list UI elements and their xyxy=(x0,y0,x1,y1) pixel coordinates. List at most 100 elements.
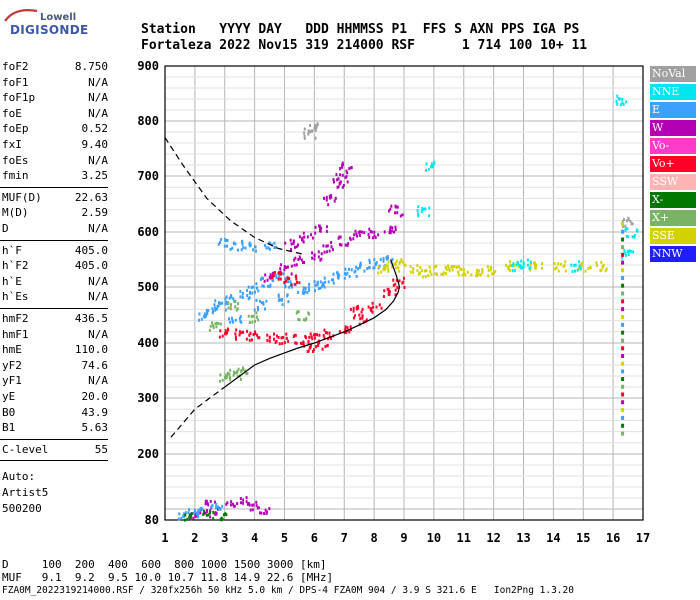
param-label: D xyxy=(2,222,9,235)
echo-mark xyxy=(254,290,257,294)
echo-mark xyxy=(341,163,344,167)
echo-mark xyxy=(336,185,339,189)
echo-mark xyxy=(338,181,341,185)
echo-mark xyxy=(388,293,391,297)
echo-mark xyxy=(389,225,392,229)
echo-mark xyxy=(203,315,206,319)
echo-mark xyxy=(380,270,383,274)
echo-mark xyxy=(269,247,272,251)
param-label: hmF1 xyxy=(2,327,29,341)
x-tick-label: 5 xyxy=(281,531,288,545)
echo-mark xyxy=(215,325,218,329)
echo-mark xyxy=(232,373,235,377)
echo-mark xyxy=(302,240,305,244)
echo-mark xyxy=(428,214,431,218)
echo-mark xyxy=(507,267,510,271)
echo-mark xyxy=(255,282,258,286)
echo-mark xyxy=(246,329,249,333)
echo-mark xyxy=(371,305,374,309)
echo-mark xyxy=(218,335,221,339)
echo-mark xyxy=(247,285,250,289)
echo-mark xyxy=(419,265,422,269)
echo-mark xyxy=(617,97,620,101)
echo-mark xyxy=(301,260,304,264)
echo-mark xyxy=(294,333,297,337)
echo-mark xyxy=(392,263,395,267)
echo-mark xyxy=(224,512,227,516)
echo-mark xyxy=(522,265,525,269)
echo-mark xyxy=(307,311,310,315)
echo-mark xyxy=(421,206,424,210)
echo-mark xyxy=(183,518,186,522)
footer-muf-row: MUF 9.1 9.2 9.5 10.0 10.7 11.8 14.9 22.6… xyxy=(2,571,334,584)
echo-mark xyxy=(217,505,220,509)
echo-mark xyxy=(283,265,286,269)
muf-column-mark xyxy=(621,361,625,366)
echo-mark xyxy=(256,306,259,310)
echo-mark xyxy=(385,257,388,261)
echo-mark xyxy=(534,266,537,270)
echo-mark xyxy=(371,301,374,305)
echo-mark xyxy=(390,229,393,233)
echo-mark xyxy=(633,235,636,239)
echo-mark xyxy=(265,511,268,515)
echo-mark xyxy=(269,283,272,287)
echo-mark xyxy=(212,309,215,313)
echo-mark xyxy=(625,219,628,223)
echo-mark xyxy=(294,256,297,260)
echo-mark xyxy=(310,335,313,339)
echo-mark xyxy=(359,265,362,269)
echo-mark xyxy=(457,270,460,274)
param-value: 0.52 xyxy=(81,122,109,136)
echo-mark xyxy=(293,245,296,249)
echo-mark xyxy=(301,291,304,295)
echo-mark xyxy=(326,344,329,348)
echo-mark xyxy=(223,331,226,335)
echo-mark xyxy=(433,264,436,268)
panel-divider xyxy=(0,186,108,188)
echo-mark xyxy=(622,225,625,229)
muf-column-mark xyxy=(621,330,625,335)
echo-mark xyxy=(234,305,237,309)
echo-mark xyxy=(189,514,192,518)
echo-mark xyxy=(206,309,209,313)
echo-mark xyxy=(232,370,235,374)
param-value: N/A xyxy=(88,290,108,304)
echo-mark xyxy=(359,261,362,265)
echo-mark xyxy=(624,224,627,228)
echo-mark xyxy=(368,227,371,231)
logo-product: DIGISONDE xyxy=(10,23,89,37)
echo-mark xyxy=(325,198,328,202)
y-tick-label: 600 xyxy=(137,225,159,239)
x-tick-label: 4 xyxy=(251,531,258,545)
echo-mark xyxy=(266,338,269,342)
param-value: 3.25 xyxy=(81,169,109,183)
echo-mark xyxy=(600,268,603,272)
echo-mark xyxy=(229,503,232,507)
echo-mark xyxy=(341,185,344,189)
echo-mark xyxy=(332,278,335,282)
echo-mark xyxy=(425,162,428,166)
echo-mark xyxy=(195,512,198,516)
param-label: yE xyxy=(2,390,16,403)
echo-mark xyxy=(416,209,419,213)
echo-mark xyxy=(370,308,373,312)
echo-mark xyxy=(205,509,208,513)
echo-mark xyxy=(374,262,377,266)
echo-mark xyxy=(589,266,592,270)
echo-mark xyxy=(337,276,340,280)
echo-mark xyxy=(217,507,220,511)
echo-mark xyxy=(264,244,267,248)
echo-mark xyxy=(284,285,287,289)
echo-mark xyxy=(399,214,402,218)
echo-mark xyxy=(385,256,388,260)
echo-mark xyxy=(219,302,222,306)
echo-mark xyxy=(422,275,425,279)
echo-mark xyxy=(229,378,232,382)
echo-mark xyxy=(433,161,436,165)
echo-mark xyxy=(574,263,577,267)
echo-mark xyxy=(279,270,282,274)
echo-mark xyxy=(511,264,514,268)
param-value: 5.63 xyxy=(81,421,109,435)
echo-mark xyxy=(262,284,265,288)
